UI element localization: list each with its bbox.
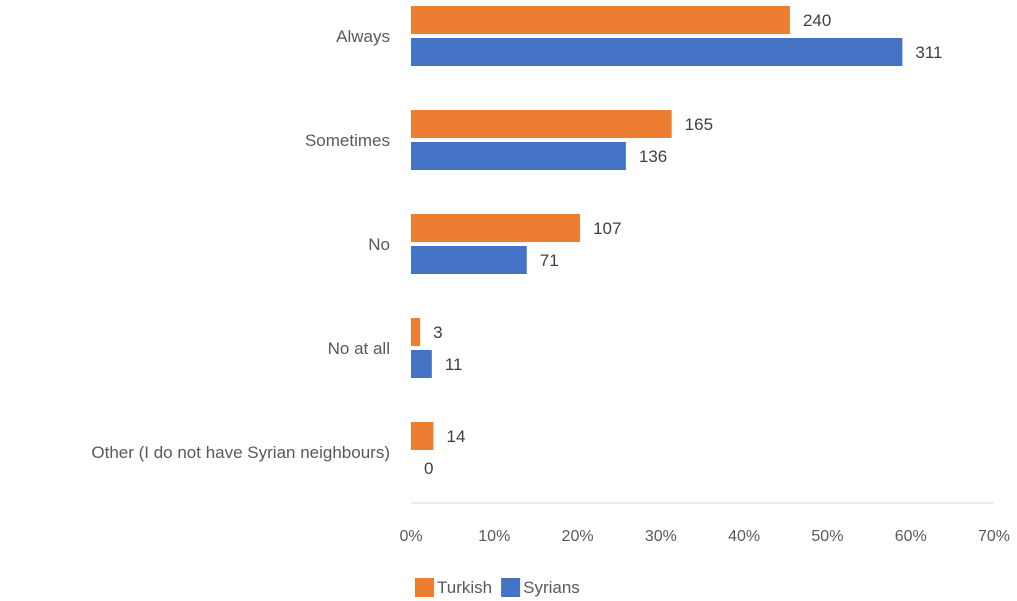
category-label: Sometimes (305, 131, 390, 150)
bar-turkish (411, 110, 672, 138)
legend-label-turkish: Turkish (437, 578, 492, 597)
bar-syrians (411, 350, 432, 378)
data-label: 0 (424, 459, 433, 478)
category-labels: Always Sometimes No No at all Other (I do no… (91, 27, 390, 462)
x-tick-label: 40% (728, 528, 760, 545)
category-label: No (368, 235, 390, 254)
bar-turkish (411, 318, 421, 346)
data-label: 71 (540, 251, 559, 270)
bar-syrians (411, 38, 903, 66)
data-label: 14 (446, 427, 465, 446)
legend-swatch-turkish (415, 578, 434, 597)
bar-turkish (411, 214, 581, 242)
bar-turkish (411, 6, 790, 34)
x-tick-label: 20% (562, 528, 594, 545)
x-tick-label: 10% (478, 528, 510, 545)
category-label: Always (336, 27, 390, 46)
legend-label-syrians: Syrians (523, 578, 580, 597)
x-tick-label: 50% (811, 528, 843, 545)
x-tick-labels: 0% 10% 20% 30% 40% 50% 60% 70% (399, 528, 1010, 545)
data-label: 240 (803, 11, 831, 30)
category-label: Other (I do not have Syrian neighbours) (91, 443, 390, 462)
category-label: No at all (328, 339, 390, 358)
x-tick-label: 0% (399, 528, 422, 545)
data-label: 165 (685, 115, 713, 134)
bar-syrians (411, 246, 527, 274)
data-label: 311 (915, 43, 942, 62)
bar-syrians (411, 142, 626, 170)
data-label: 3 (433, 323, 442, 342)
x-tick-label: 70% (978, 528, 1010, 545)
data-label: 107 (593, 219, 621, 238)
data-label: 11 (445, 355, 463, 374)
legend: Turkish Syrians (415, 578, 580, 597)
x-tick-label: 30% (645, 528, 677, 545)
data-labels: 240 311 165 136 107 71 311 14 0 (424, 11, 942, 478)
legend-swatch-syrians (501, 578, 521, 597)
data-label: 136 (639, 147, 667, 166)
bars-group (411, 6, 903, 450)
x-tick-label: 60% (895, 528, 927, 545)
bar-turkish (411, 422, 434, 450)
